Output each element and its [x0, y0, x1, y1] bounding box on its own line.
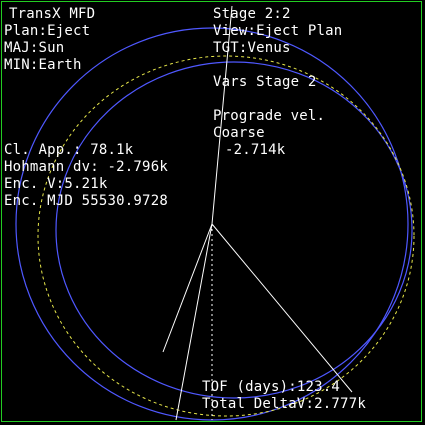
encounter-velocity-readout: Enc. V:5.21k: [4, 176, 108, 192]
ejection-vector-line: [162, 223, 213, 353]
target-orbit: [37, 55, 415, 417]
prograde-line: [211, 5, 233, 225]
time-of-flight-readout: TOF (days):123.4: [202, 379, 341, 395]
parameter-value: -2.714k: [225, 142, 286, 158]
vars-stage-label: Vars Stage 2: [213, 74, 317, 90]
parameter-name: Prograde vel.: [213, 108, 326, 124]
minor-body-label: MIN:Earth: [4, 57, 82, 73]
mfd-title: TransX MFD: [9, 6, 96, 22]
inner-orbit: [55, 61, 413, 399]
plan-label: Plan:Eject: [4, 23, 91, 39]
major-body-label: MAJ:Sun: [4, 40, 65, 56]
hohmann-dv-readout: Hohmann dv: -2.796k: [4, 159, 168, 175]
retrograde-line: [175, 223, 213, 421]
stage-indicator: Stage 2:2: [213, 6, 291, 22]
view-label: View:Eject Plan: [213, 23, 343, 39]
total-delta-v-readout: Total DeltaV:2.777k: [202, 396, 366, 412]
encounter-mjd-readout: Enc. MJD 55530.9728: [4, 193, 168, 209]
parameter-mode: Coarse: [213, 125, 265, 141]
closest-approach-readout: Cl. App.: 78.1k: [4, 142, 134, 158]
target-label: TGT:Venus: [213, 40, 291, 56]
planet-vector-line: [211, 223, 353, 393]
